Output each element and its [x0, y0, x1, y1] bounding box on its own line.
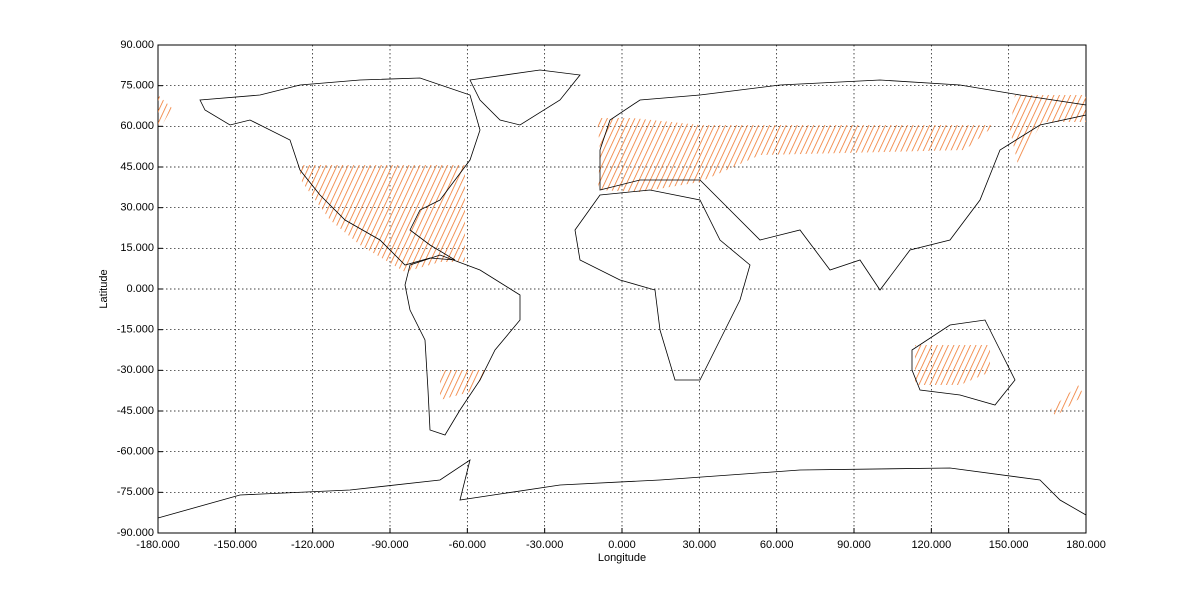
y-axis-label: Latitude: [98, 269, 110, 308]
coast-antarctica: [157, 459, 1087, 519]
y-tick-label: -60.000: [117, 446, 154, 458]
y-tick-label: -90.000: [117, 527, 154, 539]
x-tick-label: 60.000: [760, 539, 794, 551]
y-tick-label: 75.000: [120, 80, 154, 92]
region-new-zealand: [1050, 385, 1084, 416]
x-tick-label: 30.000: [683, 539, 717, 551]
x-tick-label: -60.000: [449, 539, 486, 551]
y-tick-label: 15.000: [120, 242, 154, 254]
y-tick-label: 90.000: [120, 39, 154, 51]
y-tick-label: 30.000: [120, 202, 154, 214]
region-edge: [158, 95, 172, 132]
region-eurasia: [597, 118, 995, 192]
x-axis-label: Longitude: [598, 552, 646, 564]
region-south-america: [440, 370, 490, 400]
region-north-america: [298, 165, 465, 272]
x-tick-label: -30.000: [526, 539, 563, 551]
region-australia: [915, 345, 990, 385]
y-tick-label: -15.000: [117, 324, 154, 336]
region-far-east: [1010, 95, 1086, 165]
x-tick-label: -120.000: [291, 539, 334, 551]
x-tick-label: -150.000: [214, 539, 257, 551]
x-tick-label: 180.000: [1066, 539, 1106, 551]
x-tick-label: 150.000: [989, 539, 1029, 551]
y-tick-label: -30.000: [117, 364, 154, 376]
hatched-regions: [158, 95, 1086, 416]
coast-eurasia: [599, 79, 1087, 291]
x-tick-label: -180.000: [136, 539, 179, 551]
coastlines: [157, 69, 1087, 519]
coast-south-america: [404, 254, 521, 436]
y-tick-label: -45.000: [117, 405, 154, 417]
coast-north-america: [199, 77, 481, 266]
coast-greenland: [469, 69, 581, 126]
y-tick-label: 0.000: [126, 283, 154, 295]
coast-africa: [574, 189, 751, 381]
x-tick-label: 0.000: [608, 539, 636, 551]
x-tick-label: -90.000: [371, 539, 408, 551]
x-tick-label: 90.000: [837, 539, 871, 551]
y-tick-label: 45.000: [120, 161, 154, 173]
x-tick-label: 120.000: [911, 539, 951, 551]
y-tick-label: 60.000: [120, 120, 154, 132]
y-tick-label: -75.000: [117, 486, 154, 498]
coast-australia: [911, 319, 1016, 406]
